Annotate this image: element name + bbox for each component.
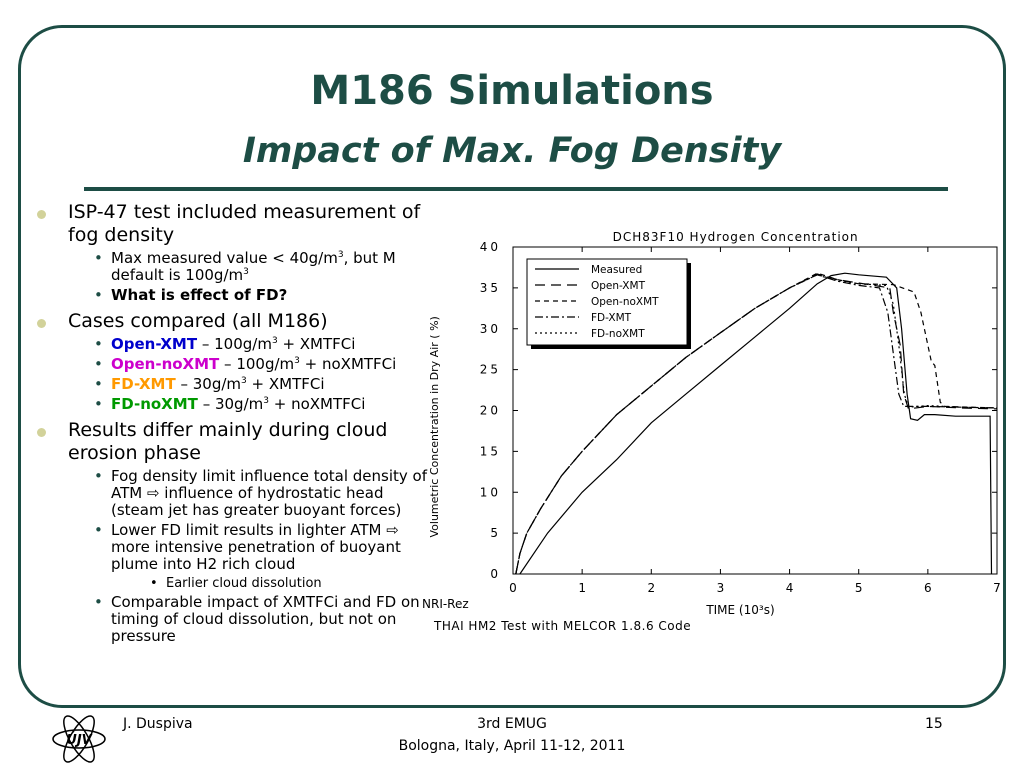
footer-venue: Bologna, Italy, April 11-12, 2011 <box>398 738 626 754</box>
sub-bullet-dot: • <box>94 467 103 485</box>
sub-bullet-dot: • <box>94 593 103 611</box>
title-divider <box>84 187 948 191</box>
sub-bullet-text: default is 100g/m <box>111 266 244 284</box>
chart-caption: THAI HM2 Test with MELCOR 1.8.6 Code <box>433 619 691 633</box>
hydrogen-concentration-chart: 0 1 2 3 4 5 6 7 0 5 10 15 20 25 30 35 40 DCH83F10 Hydroge… <box>422 230 1001 633</box>
x-tick-label: 5 <box>855 581 863 595</box>
y-tick-label: 10 <box>480 485 501 499</box>
superscript: 3 <box>263 396 269 406</box>
sub-bullet-item: • What is effect of FD? <box>36 287 436 304</box>
y-tick-label: 30 <box>480 322 501 336</box>
legend-label: Measured <box>591 264 642 276</box>
case-item: • Open-noXMT – 100g/m3 + noXMTFCi <box>36 356 436 373</box>
footer-author: J. Duspiva <box>123 716 193 732</box>
sub-bullet-dot: • <box>94 286 103 304</box>
x-tick-label: 4 <box>786 581 794 595</box>
legend-label: Open-XMT <box>591 280 646 292</box>
x-tick-label: 6 <box>924 581 932 595</box>
superscript: 3 <box>271 336 278 346</box>
y-tick-label: 20 <box>480 404 501 418</box>
case-item: • Open-XMT – 100g/m3 + XMTFCi <box>36 336 436 353</box>
bullet-item: Cases compared (all M186) <box>36 310 436 333</box>
case-item: • FD-noXMT – 30g/m3 + noXMTFCi <box>36 396 436 413</box>
footer-event: 3rd EMUG <box>477 716 547 732</box>
x-tick-label: 3 <box>717 581 725 595</box>
bullet-list: ISP-47 test included measurement of fog … <box>36 199 436 645</box>
sub-bullet-item: • Max measured value < 40g/m3, but M defa… <box>36 250 436 284</box>
bullet-dot <box>37 428 46 437</box>
sub-bullet-text: , but M <box>343 249 396 267</box>
bullet-dot <box>37 210 46 219</box>
legend-label: Open-noXMT <box>591 296 659 308</box>
y-tick-label: 15 <box>480 444 501 458</box>
sub-sub-bullet-text: Earlier cloud dissolution <box>166 576 322 591</box>
sub-bullet-text: Max measured value < 40g/m <box>111 249 338 267</box>
case-name: Open-XMT <box>111 335 198 353</box>
legend-box <box>526 258 688 346</box>
series-line-fd-noxmt <box>515 274 998 575</box>
slide-title: M186 Simulations <box>310 68 714 114</box>
superscript: 3 <box>337 250 344 260</box>
case-text: – 30g/m <box>175 375 242 393</box>
superscript: 3 <box>241 376 247 386</box>
superscript: 3 <box>243 267 249 277</box>
case-item: • FD-XMT – 30g/m3 + XMTFCi <box>36 376 436 393</box>
sub-bullet-dot: • <box>94 395 103 413</box>
y-tick-label: 35 <box>480 281 501 295</box>
case-name: FD-noXMT <box>111 395 198 413</box>
sub-bullet-item: • Comparable impact of XMTFCi and FD on t… <box>36 594 436 645</box>
y-tick-label: 5 <box>490 526 501 540</box>
logo-text: ÚJV <box>66 732 92 748</box>
sub-bullet-dot: • <box>94 521 103 539</box>
sub-bullet-dot: • <box>94 249 103 267</box>
legend-label: FD-XMT <box>591 312 632 324</box>
case-text: – 100g/m <box>197 335 272 353</box>
sub-bullet-text: What is effect of FD? <box>111 286 288 304</box>
bullet-text: Cases compared (all M186) <box>68 310 328 332</box>
sub-bullet-text: Lower FD limit results in lighter ATM ⇨ … <box>111 521 401 573</box>
superscript: 3 <box>294 356 300 366</box>
sub-sub-bullet-dot: • <box>150 576 158 591</box>
bullet-item: ISP-47 test included measurement of fog … <box>36 201 436 247</box>
sub-bullet-text: Comparable impact of XMTFCi and FD on ti… <box>111 593 420 645</box>
case-text: + noXMTFCi <box>268 395 366 413</box>
y-tick-label: 25 <box>480 363 501 377</box>
legend-label: FD-noXMT <box>591 328 645 340</box>
sub-bullet-dot: • <box>94 355 103 373</box>
chart-source-label: NRI-Rez <box>422 597 469 611</box>
x-tick-label: 7 <box>993 581 1001 595</box>
sub-bullet-item: • Fog density limit influence total densi… <box>36 468 431 519</box>
ujv-logo: ÚJV <box>50 712 108 766</box>
slide-frame <box>18 25 1006 708</box>
y-tick-label: 40 <box>480 240 501 254</box>
slide-subtitle: Impact of Max. Fog Density <box>242 131 782 171</box>
page-number: 15 <box>925 716 943 732</box>
sub-bullet-dot: • <box>94 335 103 353</box>
case-text: + XMTFCi <box>246 375 325 393</box>
case-text: – 30g/m <box>197 395 264 413</box>
x-axis-label: TIME (10³s) <box>705 603 774 617</box>
case-name: Open-noXMT <box>111 355 220 373</box>
sub-bullet-text: Fog density limit influence total densit… <box>111 467 427 519</box>
case-name: FD-XMT <box>111 375 176 393</box>
bullet-text: Results differ mainly during cloud erosi… <box>68 419 388 464</box>
sub-bullet-dot: • <box>94 375 103 393</box>
chart-title: DCH83F10 Hydrogen Concentration <box>613 230 859 244</box>
bullet-item: Results differ mainly during cloud erosi… <box>36 419 408 465</box>
x-tick-label: 1 <box>578 581 586 595</box>
case-text: + noXMTFCi <box>299 355 397 373</box>
series-line-measured <box>519 272 993 575</box>
bullet-dot <box>37 319 46 328</box>
case-text: + XMTFCi <box>277 335 356 353</box>
x-tick-label: 0 <box>509 581 517 595</box>
y-axis-label: Volumetric Concentration in Dry Air ( %) <box>428 316 441 537</box>
sub-sub-bullet-item: • Earlier cloud dissolution <box>36 576 436 591</box>
atom-logo-icon: ÚJV <box>52 715 106 763</box>
x-tick-label: 2 <box>647 581 655 595</box>
sub-bullet-item: • Lower FD limit results in lighter ATM ⇨… <box>36 522 436 573</box>
case-text: – 100g/m <box>219 355 295 373</box>
bullet-text: ISP-47 test included measurement of fog … <box>68 201 421 246</box>
y-tick-label: 0 <box>490 567 501 581</box>
